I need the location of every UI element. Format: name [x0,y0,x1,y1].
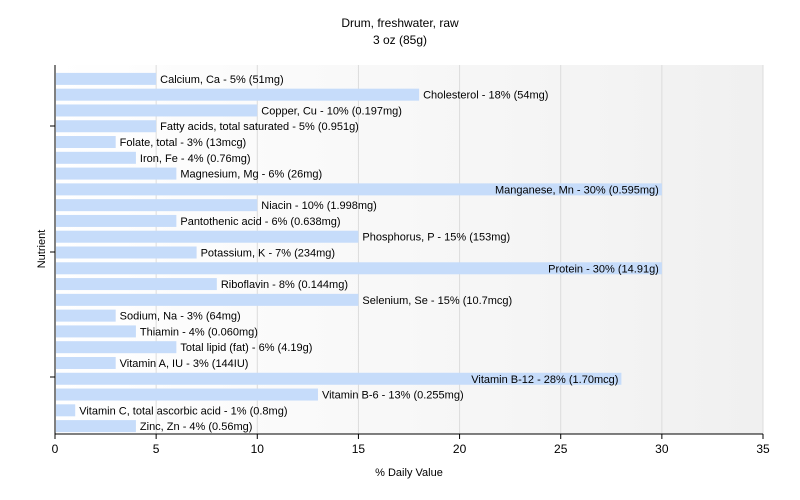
bar-label: Manganese, Mn - 30% (0.595mg) [495,184,659,196]
x-tick-label: 0 [52,442,59,456]
bar [56,388,318,401]
bar [56,341,177,354]
bar-label: Pantothenic acid - 6% (0.638mg) [180,216,340,228]
bar [56,151,136,164]
bar-label: Vitamin A, IU - 3% (144IU) [120,358,249,370]
chart-subtitle: 3 oz (85g) [373,33,427,47]
bar [56,356,116,369]
bar-label: Vitamin B-6 - 13% (0.255mg) [322,390,464,402]
bar [56,214,177,227]
x-tick-label: 25 [554,442,568,456]
bar-label: Total lipid (fat) - 6% (4.19g) [180,342,312,354]
bar [56,199,258,212]
bar [56,325,136,338]
bar [56,404,76,417]
bar-label: Potassium, K - 7% (234mg) [201,248,336,260]
x-tick-label: 35 [756,442,770,456]
bar [56,104,258,117]
bar-label: Riboflavin - 8% (0.144mg) [221,279,348,291]
bar-label: Calcium, Ca - 5% (51mg) [160,74,283,86]
x-axis-title: % Daily Value [375,467,443,479]
bar [56,309,116,322]
bar [56,230,359,243]
bar-label: Copper, Cu - 10% (0.197mg) [261,105,402,117]
bar-label: Protein - 30% (14.91g) [548,263,659,275]
bar-label: Folate, total - 3% (13mcg) [120,137,247,149]
bar [56,72,157,85]
x-tick-label: 15 [352,442,366,456]
bar [56,278,217,291]
bars-group: Calcium, Ca - 5% (51mg) Cholesterol - 18%… [56,72,662,433]
bar-label: Vitamin C, total ascorbic acid - 1% (0.8… [79,405,287,417]
bar-label: Magnesium, Mg - 6% (26mg) [180,169,322,181]
bar-label: Iron, Fe - 4% (0.76mg) [140,153,251,165]
bar [56,120,157,133]
x-tick-label: 30 [655,442,669,456]
bar-label: Vitamin B-12 - 28% (1.70mcg) [471,374,618,386]
bar [56,372,622,385]
x-tick-label: 5 [153,442,160,456]
bar [56,293,359,306]
bar-label: Phosphorus, P - 15% (153mg) [362,232,510,244]
bar-label: Zinc, Zn - 4% (0.56mg) [140,421,252,433]
bar-label: Selenium, Se - 15% (10.7mcg) [362,295,512,307]
bar [56,420,136,433]
bar-label: Cholesterol - 18% (54mg) [423,90,548,102]
x-tick-label: 20 [453,442,467,456]
bar [56,88,420,101]
chart-title: Drum, freshwater, raw [341,16,459,30]
bar [56,262,662,275]
bar [56,246,197,259]
bar [56,167,177,180]
x-tick-label: 10 [251,442,265,456]
y-axis-title: Nutrient [36,230,48,269]
bar-label: Thiamin - 4% (0.060mg) [140,326,258,338]
bar [56,136,116,149]
bar-label: Fatty acids, total saturated - 5% (0.951… [160,121,359,133]
axes-group: 0 5 10 15 20 25 30 35 [50,65,770,456]
bar-label: Niacin - 10% (1.998mg) [261,200,377,212]
bar [56,183,662,196]
bar-label: Sodium, Na - 3% (64mg) [120,311,241,323]
